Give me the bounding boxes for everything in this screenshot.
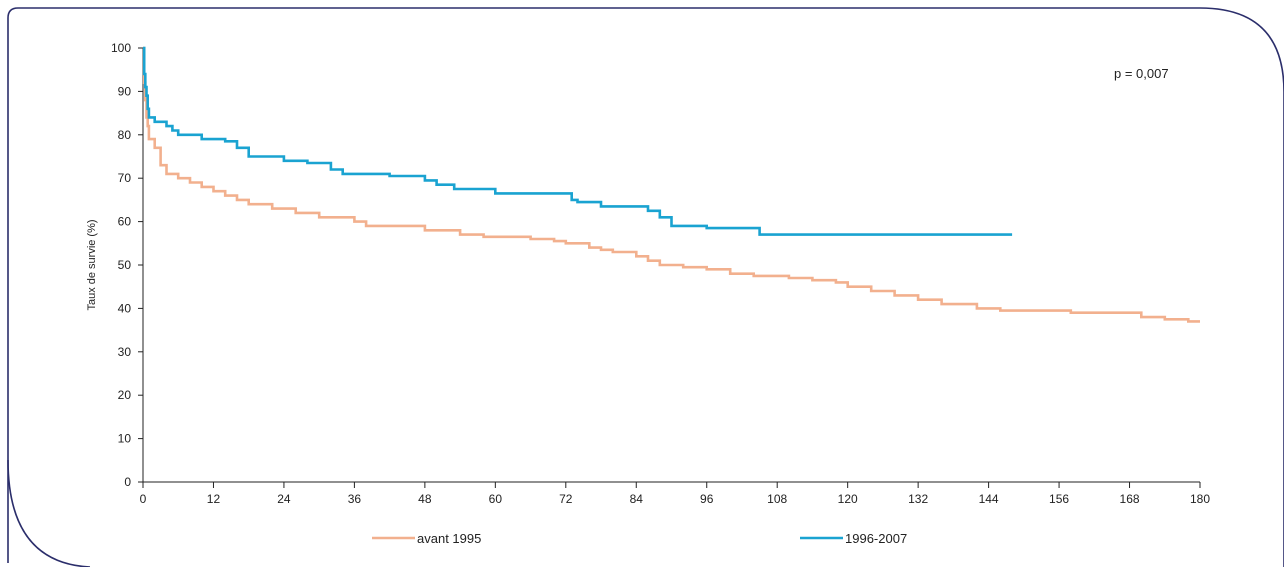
x-tick-label: 168 xyxy=(1120,492,1140,506)
y-tick-label: 50 xyxy=(118,258,132,272)
y-tick-label: 10 xyxy=(118,432,132,446)
x-tick-label: 96 xyxy=(700,492,714,506)
y-axis-title: Taux de survie (%) xyxy=(86,219,98,310)
legend: avant 1995 1996-2007 xyxy=(372,531,907,546)
x-tick-label: 156 xyxy=(1049,492,1069,506)
x-tick-label: 72 xyxy=(559,492,573,506)
x-tick-label: 120 xyxy=(838,492,858,506)
legend-label-1: 1996-2007 xyxy=(845,531,907,546)
y-tick-label: 80 xyxy=(118,128,132,142)
legend-label-0: avant 1995 xyxy=(417,531,481,546)
x-tick-label: 84 xyxy=(630,492,644,506)
y-tick-label: 90 xyxy=(118,84,132,98)
y-tick-label: 20 xyxy=(118,388,132,402)
y-tick-label: 100 xyxy=(111,41,131,55)
y-tick-label: 40 xyxy=(118,301,132,315)
x-tick-label: 180 xyxy=(1190,492,1210,506)
x-tick-label: 144 xyxy=(979,492,999,506)
x-tick-label: 48 xyxy=(418,492,432,506)
x-tick-label: 60 xyxy=(489,492,503,506)
x-tick-label: 12 xyxy=(207,492,221,506)
y-tick-label: 70 xyxy=(118,171,132,185)
x-tick-label: 24 xyxy=(277,492,291,506)
y-tick-label: 60 xyxy=(118,215,132,229)
x-tick-label: 108 xyxy=(767,492,787,506)
x-tick-label: 0 xyxy=(140,492,147,506)
series-line-1 xyxy=(142,46,1013,236)
series-layer xyxy=(142,46,1200,323)
p-value-annotation: p = 0,007 xyxy=(1114,66,1169,81)
axes: 0 10 20 30 40 50 60 70 80 90 100 0 12 24 36 48 60 72 84 96 1… xyxy=(111,41,1210,506)
x-tick-label: 132 xyxy=(908,492,928,506)
series-line-0 xyxy=(142,46,1200,323)
y-tick-label: 30 xyxy=(118,345,132,359)
x-tick-label: 36 xyxy=(348,492,362,506)
y-tick-label: 0 xyxy=(124,475,131,489)
